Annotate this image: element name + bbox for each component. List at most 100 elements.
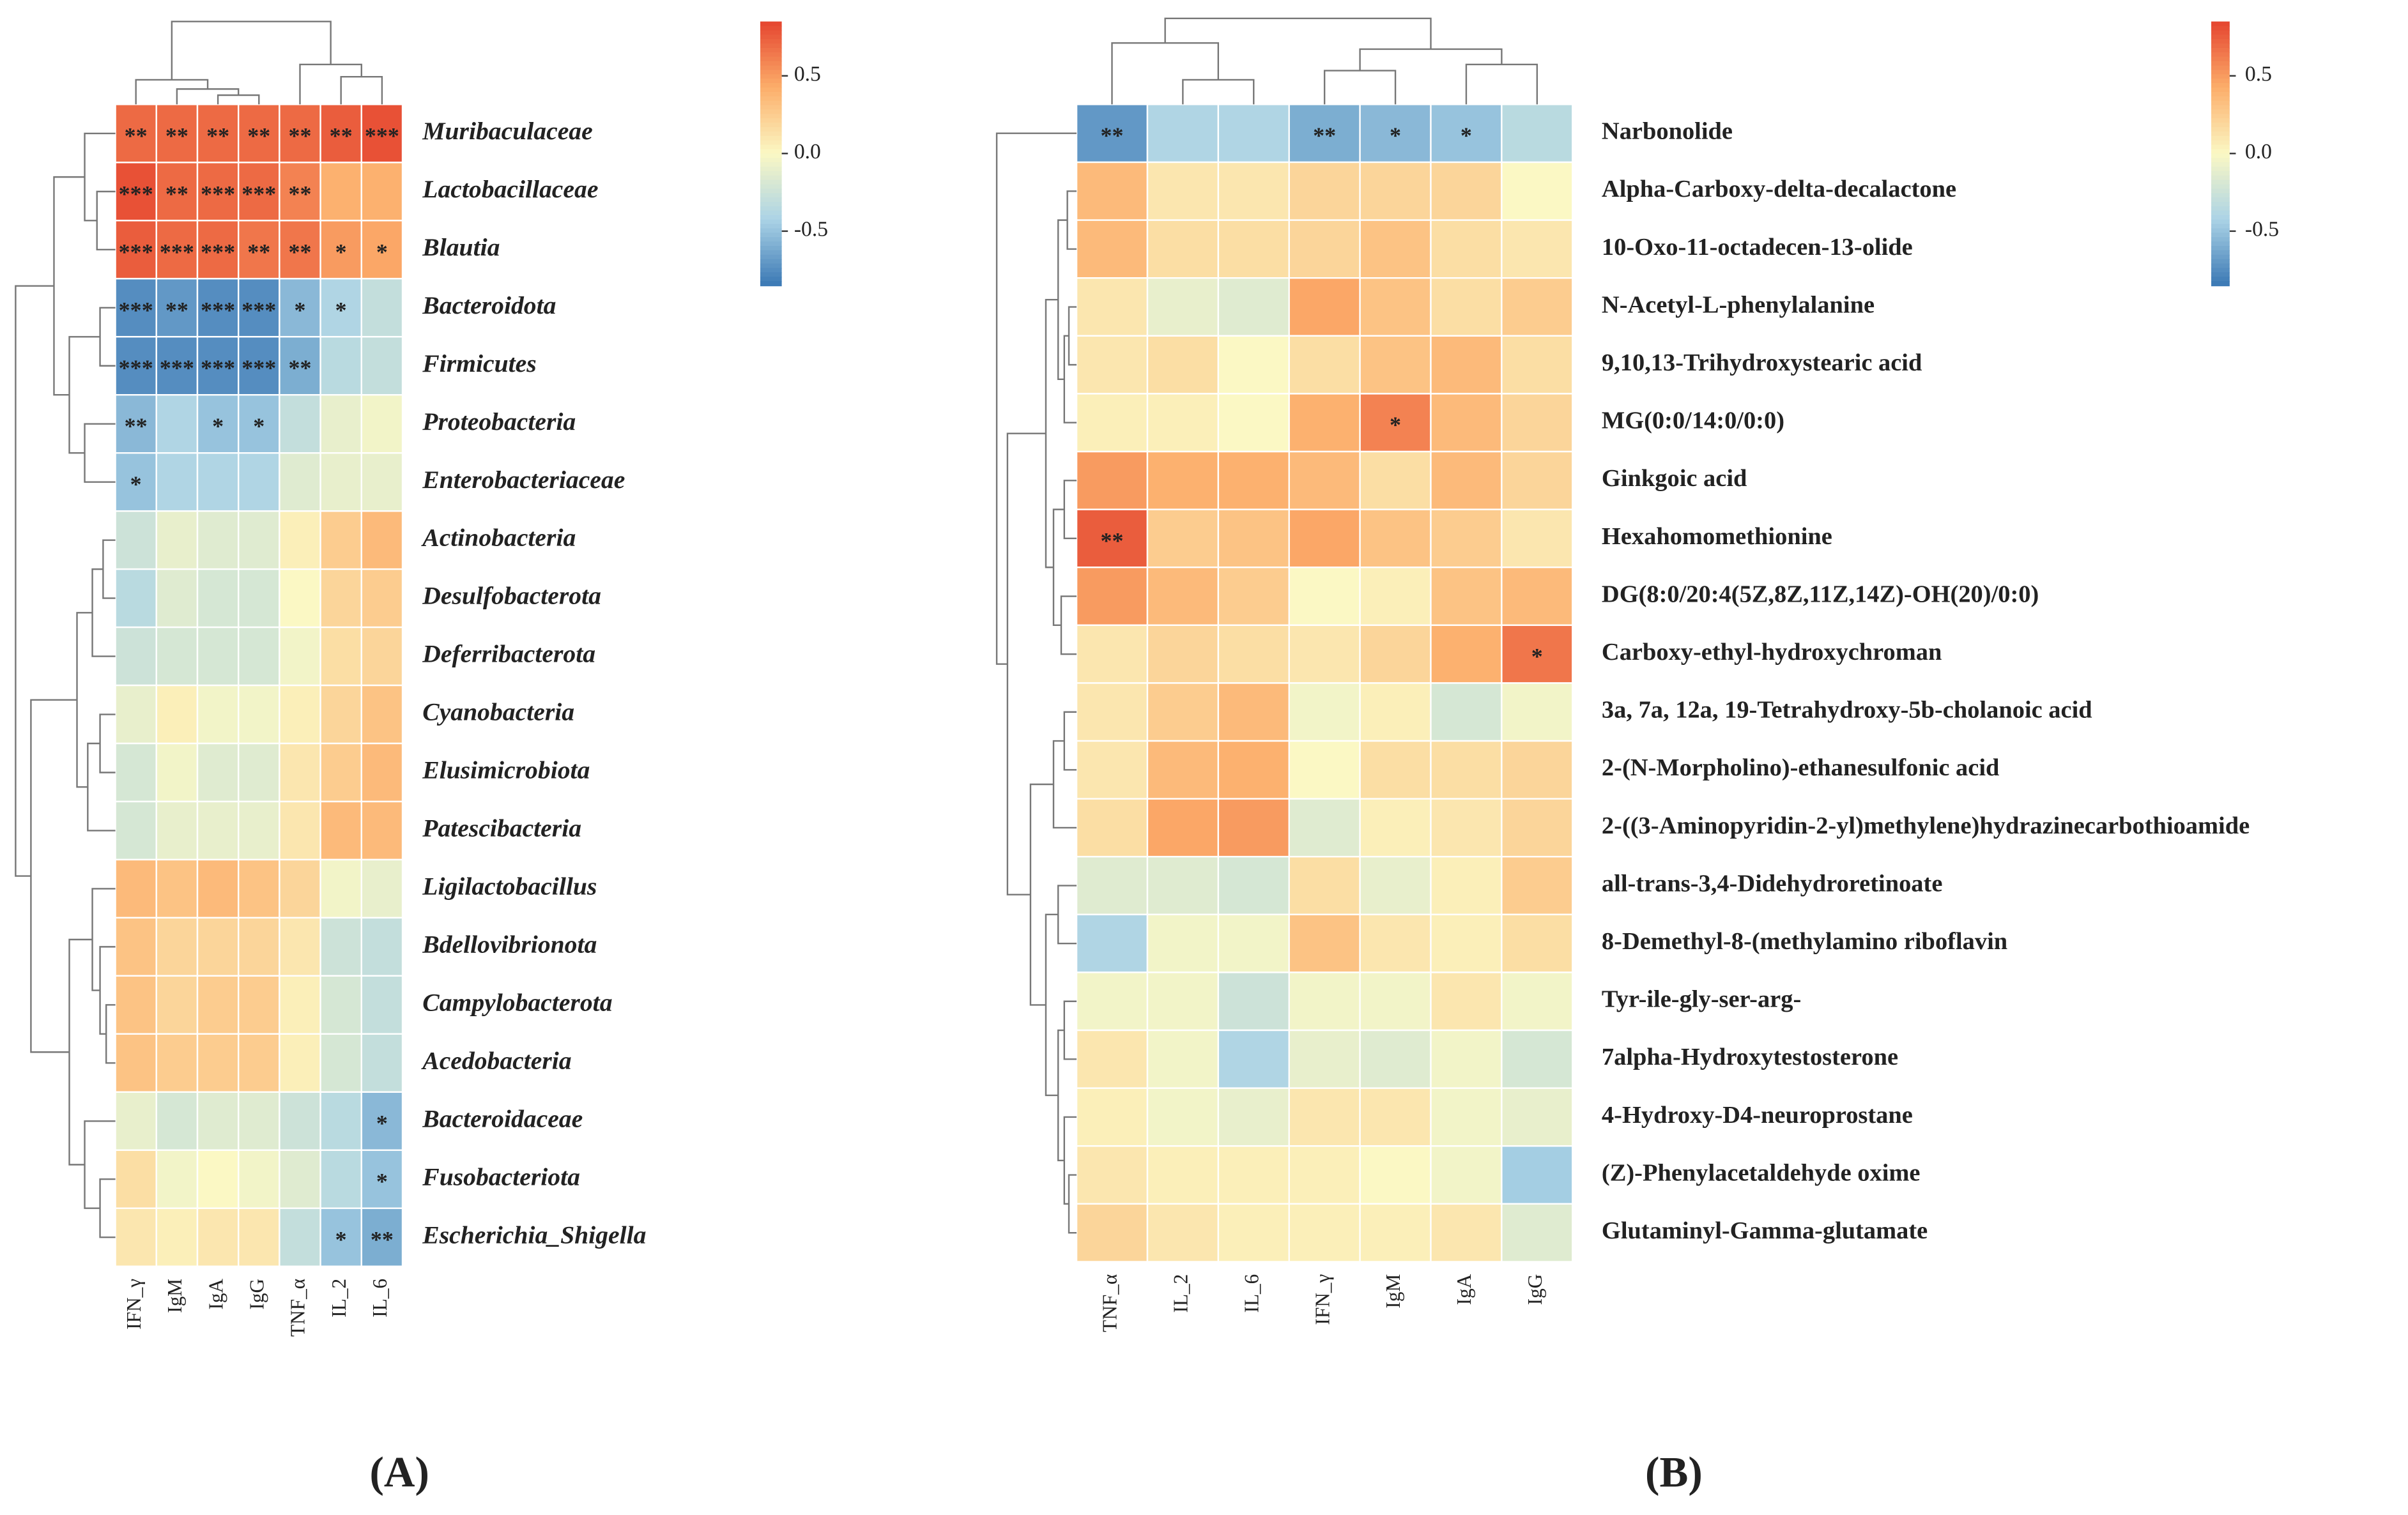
heatmap-cell [196,1033,240,1093]
heatmap-cell [1430,161,1503,221]
heatmap-cell [155,742,199,803]
colorbar-segment [2211,96,2230,102]
row-label: Deferribacterota [422,640,595,668]
column-label: IgA [1453,1274,1475,1305]
row-label: 8-Demethyl-8-(methylamino riboflavin [1602,928,2007,955]
heatmap-cell [360,336,404,396]
colorbar-segment [2211,34,2230,40]
colorbar-segment [760,245,782,252]
colorbar-segment [760,144,782,150]
heatmap-cell [319,975,363,1035]
heatmap-cell [196,278,240,338]
row-label: Enterobacteriaceae [422,466,625,494]
significance-label: * [294,297,305,323]
colorbar-segment [760,228,782,234]
heatmap-cell [1359,393,1432,453]
heatmap-cell [1501,567,1574,627]
heatmap-cell [1430,335,1503,395]
colorbar-segment [2211,47,2230,54]
colorbar-segment [2211,197,2230,203]
heatmap-cell [114,278,158,338]
heatmap-cell [1501,103,1574,164]
dendrogram [1111,17,1538,105]
heatmap-cell [196,800,240,861]
row-label: Alpha-Carboxy-delta-decalactone [1602,176,1956,202]
colorbar-segment [2211,83,2230,89]
colorbar-tick-label: -0.5 [794,218,828,241]
heatmap-cell [1288,219,1361,279]
heatmap-cell [1359,508,1432,568]
heatmap-cell [238,742,280,803]
heatmap-cell [319,800,363,861]
significance-label: ** [165,181,188,206]
heatmap-cell [238,510,280,570]
colorbar-segment [760,131,782,137]
colorbar-segment [2211,206,2230,212]
heatmap-cell [1430,798,1503,858]
colorbar-segment [760,83,782,89]
heatmap-cell [1501,161,1574,221]
heatmap-cell [1430,219,1503,279]
row-label: Lactobacillaceae [422,175,598,203]
row-label: Fusobacteriota [422,1162,580,1191]
heatmap-cell [1501,740,1574,800]
colorbar-segment [2211,70,2230,75]
heatmap-cell [1075,1029,1149,1089]
colorbar-segment [760,74,782,80]
colorbar-segment [2211,171,2230,176]
heatmap-cell [238,1033,280,1093]
colorbar-segment [760,114,782,119]
colorbar-segment [760,224,782,229]
row-label: Carboxy-ethyl-hydroxychroman [1602,639,1942,666]
heatmap-cell [279,1033,321,1093]
colorbar-segment [2211,259,2230,264]
heatmap-cell [1146,567,1220,627]
significance-label: *** [201,297,235,323]
colorbar-segment [2211,215,2230,220]
heatmap-cell [1359,567,1432,627]
significance-label: ** [1100,528,1123,553]
heatmap-cell [1359,219,1432,279]
heatmap-cell [1430,567,1503,627]
colorbar-segment [760,118,782,124]
colorbar-segment [2211,30,2230,36]
heatmap-cell [319,103,363,164]
heatmap-cell [279,162,321,222]
heatmap-cell [155,1207,199,1267]
heatmap-cell [279,858,321,919]
column-label: IgM [164,1279,186,1313]
heatmap-cell [1359,335,1432,395]
heatmap-cell [114,917,158,977]
heatmap-cell [1288,1029,1361,1089]
heatmap-cell [279,1091,321,1151]
heatmap-cell [1501,508,1574,568]
heatmap-cell [1146,682,1220,742]
significance-label: *** [119,297,153,323]
heatmap-cell [155,220,199,280]
colorbar-segment [760,188,782,194]
colorbar-tick-label: 0.5 [794,62,821,86]
colorbar-segment [760,47,782,54]
heatmap-cell [1075,913,1149,973]
colorbar-segment [2211,250,2230,255]
heatmap-cell [1501,450,1574,510]
colorbar-segment [760,215,782,220]
heatmap-cell [1217,682,1290,742]
column-label: IgG [1524,1274,1546,1306]
significance-label: *** [201,239,235,264]
heatmap-cell [279,1149,321,1209]
heatmap-cell [238,1149,280,1209]
row-label: Proteobacteria [422,407,576,436]
colorbar-segment [760,219,782,225]
colorbar-segment [2211,175,2230,181]
heatmap-cell [155,510,199,570]
heatmap-cell [1501,798,1574,858]
colorbar-segment [2211,79,2230,84]
heatmap-cell [1217,161,1290,221]
significance-label: * [1390,412,1401,438]
colorbar-segment [2211,210,2230,216]
colorbar-segment [760,237,782,243]
column-label: IgG [245,1279,268,1310]
heatmap-cell [360,162,404,222]
